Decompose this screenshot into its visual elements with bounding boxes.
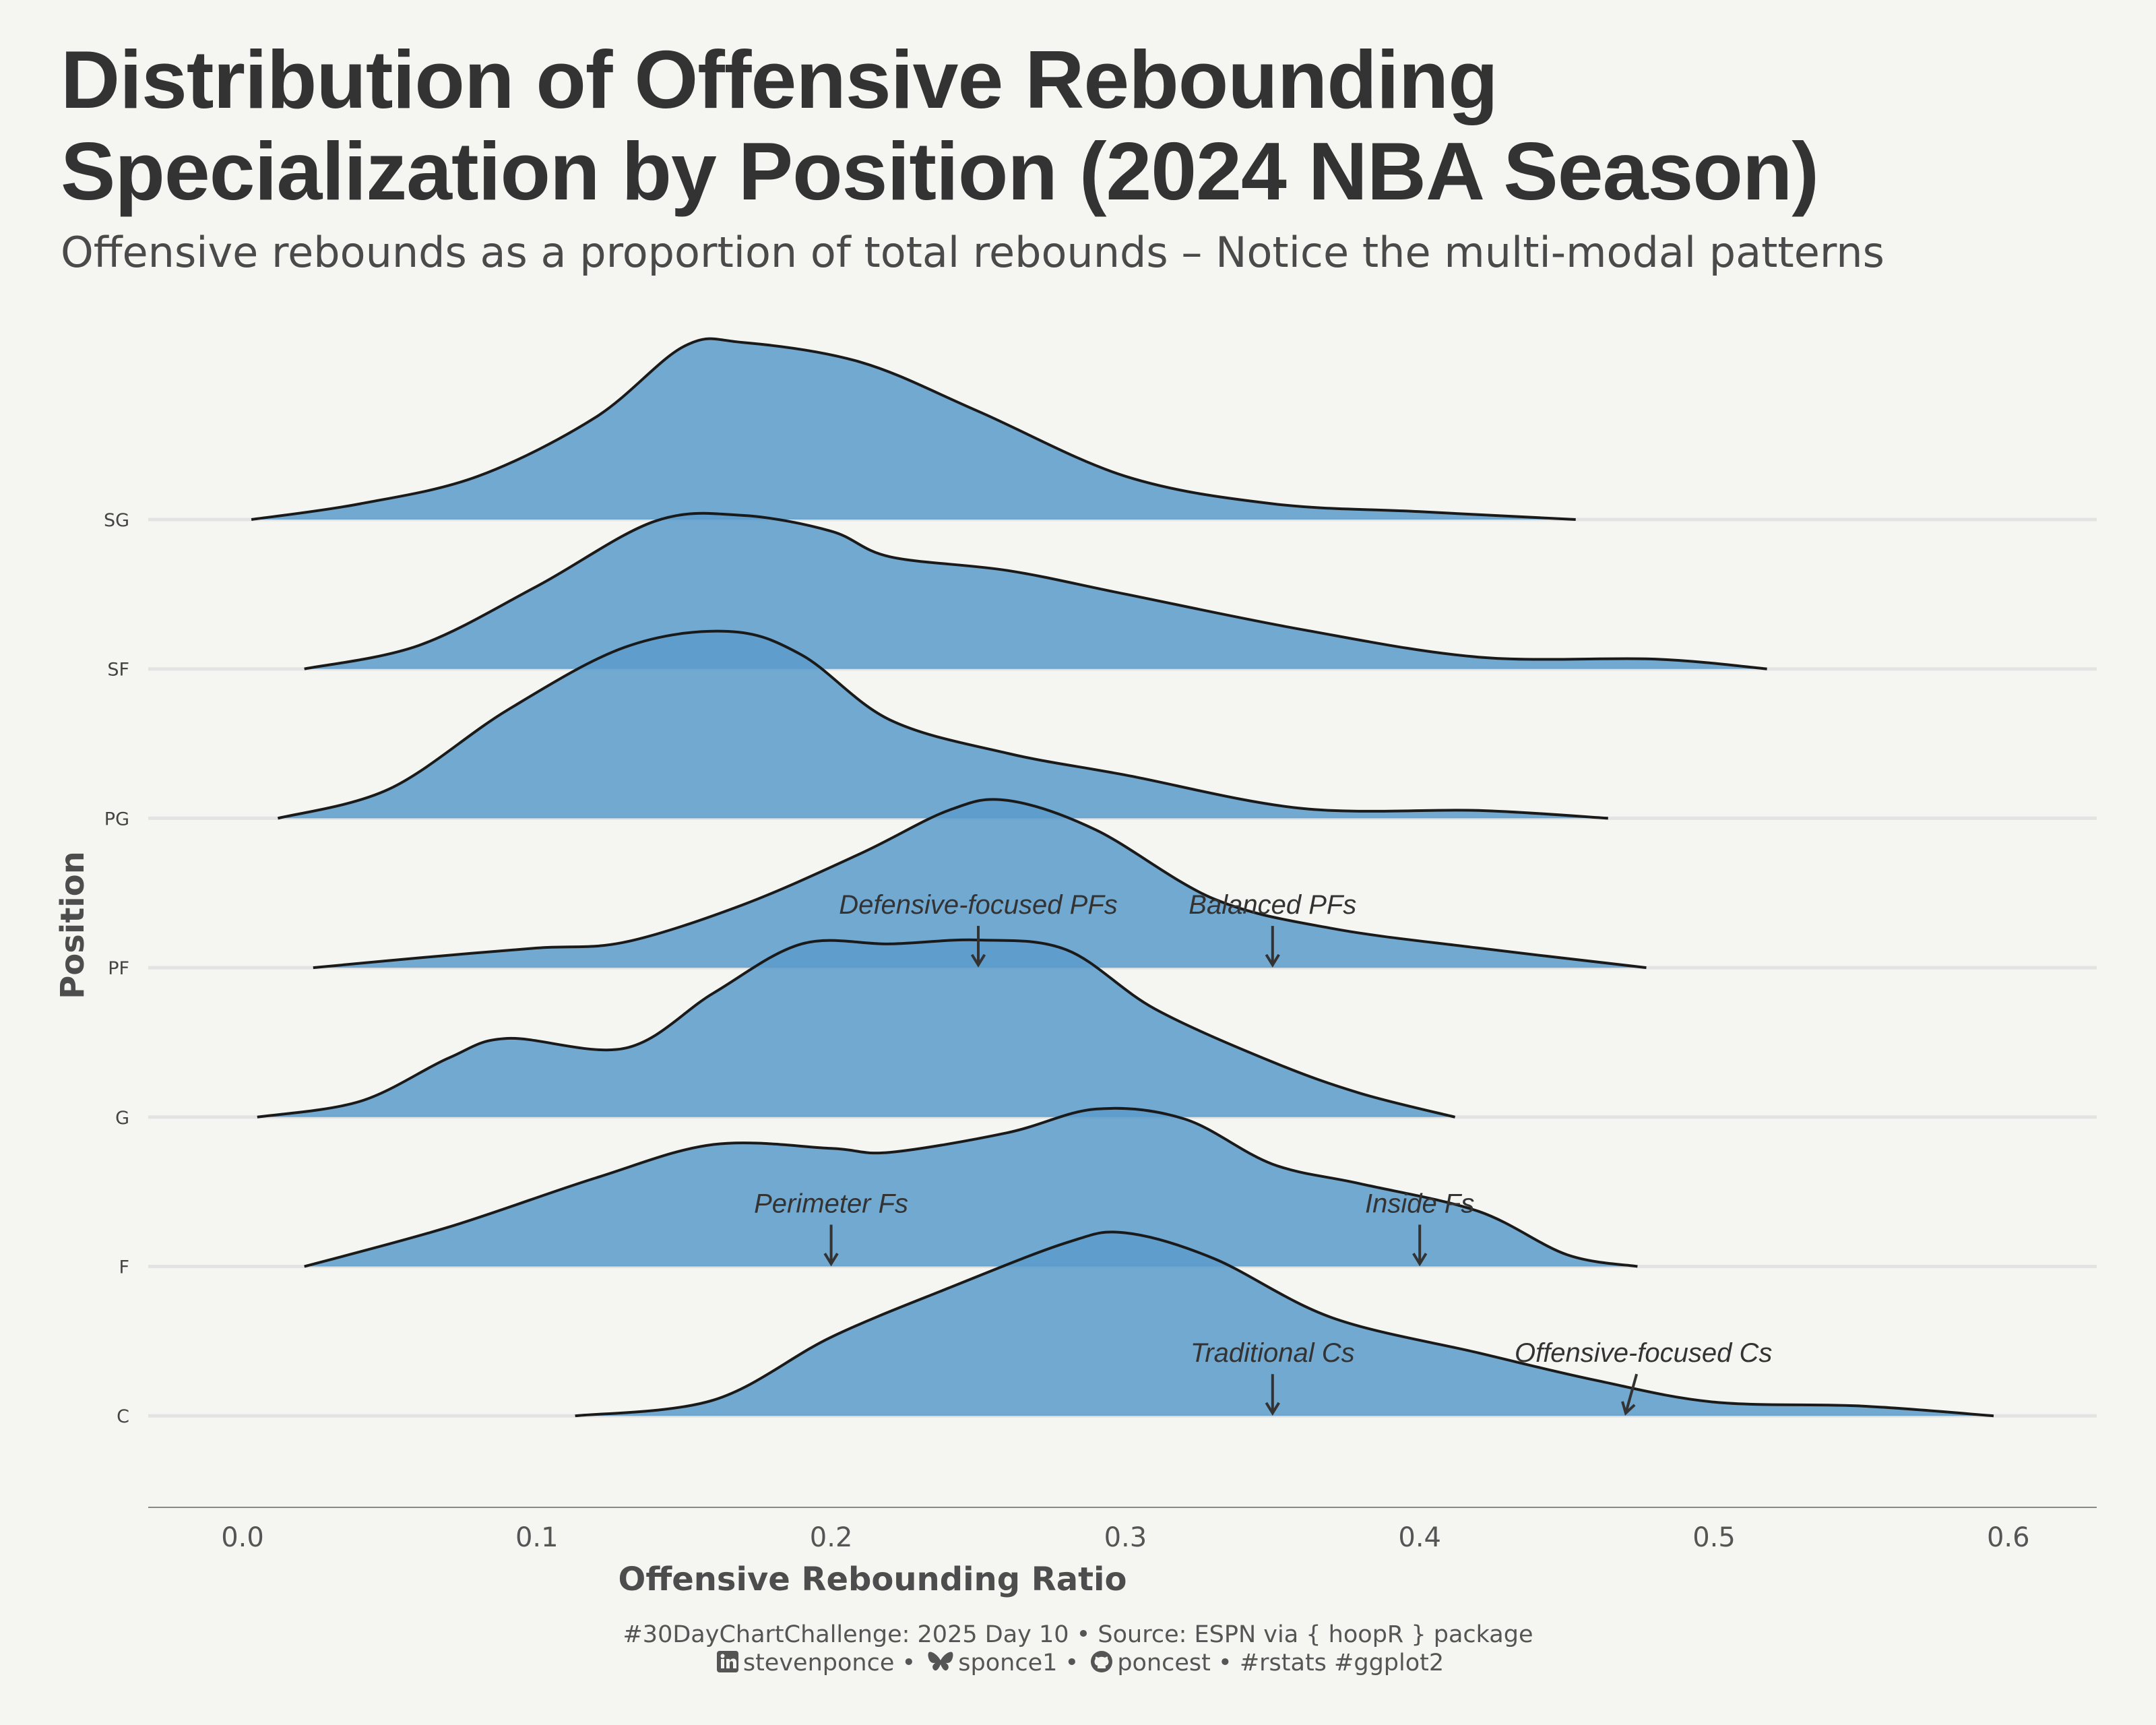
caption-separator: • — [1218, 1650, 1232, 1676]
y-tick-f: F — [119, 1257, 129, 1278]
annotation-arrow — [1624, 1373, 1639, 1414]
annotation-arrowhead — [1265, 953, 1280, 968]
y-tick-pg: PG — [104, 809, 129, 829]
x-axis-title: Offensive Rebounding Ratio — [619, 1561, 1127, 1598]
annotation-label: Traditional Cs — [1191, 1338, 1355, 1368]
chart-subtitle: Offensive rebounds as a proportion of to… — [61, 228, 1884, 277]
y-tick-labels: SG SF PG PF G F C — [104, 510, 129, 1427]
chart-title: Distribution of Offensive Rebounding Spe… — [61, 34, 1819, 217]
ridge-line-f — [304, 1106, 1638, 1268]
x-tick-label: 0.0 — [221, 1522, 264, 1553]
ridge-line-sf — [304, 511, 1767, 670]
annotation-arrowhead — [970, 953, 986, 968]
density-ridges — [251, 337, 1994, 1418]
ridge-line-pf — [313, 798, 1647, 970]
annotation-arrowhead — [1265, 1402, 1280, 1416]
annotation-label: Inside Fs — [1365, 1189, 1474, 1219]
caption-separator: • — [1065, 1650, 1079, 1676]
annotation-label: Defensive-focused PFs — [839, 890, 1118, 920]
x-tick-label: 0.3 — [1104, 1522, 1147, 1553]
ridge-line-g — [257, 938, 1456, 1119]
y-tick-sf: SF — [107, 660, 129, 681]
caption-line-1: #30DayChartChallenge: 2025 Day 10 • Sour… — [623, 1621, 1533, 1648]
ridge-line-sg — [251, 337, 1576, 521]
y-axis-title: Position — [54, 851, 92, 999]
github-handle[interactable]: poncest — [1117, 1650, 1211, 1676]
y-tick-g: G — [115, 1108, 129, 1129]
annotation-label: Perimeter Fs — [754, 1189, 908, 1219]
github-icon — [1091, 1651, 1113, 1672]
annotations: Defensive-focused PFs Balanced PFs Perimet… — [754, 890, 1772, 1416]
x-tick-label: 0.4 — [1398, 1522, 1441, 1553]
ridge-fill-g — [257, 939, 1455, 1117]
linkedin-handle[interactable]: stevenponce — [742, 1650, 895, 1676]
caption-tags: #rstats #ggplot2 — [1239, 1650, 1445, 1676]
annotation-label: Balanced PFs — [1188, 890, 1356, 920]
y-tick-c: C — [117, 1406, 129, 1427]
annotation-label: Offensive-focused Cs — [1515, 1338, 1772, 1368]
ridge-fill-sf — [304, 513, 1767, 669]
ridge-fill-f — [304, 1108, 1638, 1267]
linkedin-icon — [716, 1651, 738, 1672]
x-tick-labels: 0.0 0.1 0.2 0.3 0.4 0.5 0.6 — [221, 1522, 2029, 1553]
y-tick-sg: SG — [104, 510, 129, 531]
annotation-arrowhead — [1621, 1401, 1636, 1416]
y-tick-pf: PF — [108, 958, 129, 979]
ridge-fill-sg — [251, 338, 1576, 520]
x-tick-label: 0.6 — [1987, 1522, 2030, 1553]
annotation-arrowhead — [1412, 1253, 1428, 1267]
ridge-fill-pg — [278, 631, 1608, 819]
caption: #30DayChartChallenge: 2025 Day 10 • Sour… — [0, 1621, 2156, 1677]
ridge-line-pg — [277, 629, 1608, 820]
bluesky-handle[interactable]: sponce1 — [958, 1650, 1058, 1676]
x-tick-label: 0.2 — [810, 1522, 853, 1553]
ridge-fill-c — [575, 1232, 1994, 1416]
x-tick-label: 0.1 — [515, 1522, 559, 1553]
annotation-arrowhead — [823, 1253, 839, 1267]
ridge-line-c — [575, 1230, 1994, 1418]
caption-line-2: stevenponce • sponce1 • poncest • #rstat… — [0, 1649, 2156, 1677]
caption-separator: • — [901, 1650, 916, 1676]
x-tick-label: 0.5 — [1692, 1522, 1736, 1553]
bluesky-butterfly-icon — [928, 1652, 953, 1671]
